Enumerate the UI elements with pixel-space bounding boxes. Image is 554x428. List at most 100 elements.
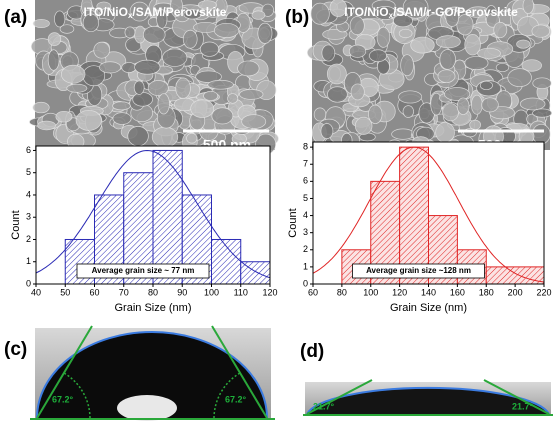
annotation-box [76, 263, 210, 279]
grain [398, 28, 413, 39]
panel-label: (c) [4, 339, 27, 360]
grain [183, 9, 202, 20]
y-tick-label: 0 [26, 278, 31, 288]
y-tick-label: 4 [303, 210, 308, 220]
droplet [37, 332, 267, 418]
grain [481, 97, 499, 113]
grain [195, 70, 222, 83]
grain [182, 29, 198, 49]
grain [400, 54, 414, 77]
grain [507, 68, 532, 88]
y-tick-label: 7 [303, 159, 308, 169]
angle-arc [63, 372, 91, 419]
grain [516, 39, 531, 49]
x-tick-label: 200 [508, 287, 523, 297]
grain [531, 24, 550, 38]
sample-label: ITO/NiOx/SAM/r-GO/Perovskite [344, 5, 518, 20]
grain [313, 107, 327, 122]
grain [320, 123, 334, 139]
fit-curve [35, 149, 271, 279]
reflection [117, 395, 177, 421]
grain [435, 35, 461, 49]
y-tick-label: 5 [303, 193, 308, 203]
grain [310, 2, 330, 25]
grain [369, 49, 387, 63]
grain [37, 120, 56, 131]
sample-part: x [389, 11, 394, 20]
angle-label: 67.2° [225, 394, 247, 404]
grain [329, 0, 347, 17]
grain [203, 90, 219, 101]
grain [435, 122, 455, 143]
grain [456, 14, 474, 36]
annotation: Average grain size ~128 nm [366, 266, 471, 275]
grain [66, 83, 88, 93]
y-tick-label: 6 [303, 176, 308, 186]
sample-part: x [128, 11, 133, 20]
grain [151, 126, 179, 148]
x-tick-label: 120 [392, 287, 407, 297]
grain [495, 62, 510, 73]
sample-part: ITO/NiO [344, 5, 388, 19]
grain [464, 34, 481, 56]
annotation: Average grain size ~ 77 nm [92, 266, 195, 275]
grain [47, 32, 62, 47]
grain [261, 3, 274, 17]
grain [439, 49, 456, 70]
grain [121, 62, 137, 73]
annotation-box [352, 263, 485, 279]
y-axis-label: Count [10, 210, 22, 239]
grain [349, 16, 365, 36]
grain [199, 41, 220, 57]
tangent [306, 379, 373, 415]
x-tick-label: 180 [479, 287, 494, 297]
grain [99, 61, 122, 74]
grain [437, 69, 456, 83]
grain [522, 0, 534, 14]
grain [442, 103, 459, 122]
x-tick-label: 90 [177, 287, 187, 297]
grain [445, 8, 460, 27]
tangent [211, 325, 268, 419]
grain [82, 13, 100, 33]
x-axis-label: Grain Size (nm) [390, 302, 467, 314]
x-tick-label: 40 [31, 287, 41, 297]
grain [112, 101, 131, 111]
grain [532, 123, 551, 145]
sample-part: /SAM/Perovskite [132, 5, 226, 19]
grain [493, 21, 508, 38]
grain [479, 80, 493, 91]
angle-label: 21.7° [313, 401, 335, 411]
grain [327, 86, 348, 103]
x-axis-label: Grain Size (nm) [114, 302, 191, 314]
y-tick-label: 1 [26, 256, 31, 266]
grain [410, 36, 435, 54]
x-tick-label: 80 [148, 287, 158, 297]
x-tick-label: 120 [262, 287, 277, 297]
angle-label: 67.2° [52, 394, 74, 404]
grain [142, 25, 166, 44]
tangent [36, 325, 93, 419]
y-tick-label: 0 [303, 278, 308, 288]
grain [376, 26, 391, 48]
grain [374, 6, 397, 20]
y-tick-label: 2 [303, 244, 308, 254]
x-tick-label: 60 [308, 287, 318, 297]
grain [190, 99, 215, 118]
grain [75, 109, 102, 131]
sample-part: ITO/NiO [84, 5, 128, 19]
grain [350, 83, 365, 101]
fit-curve [312, 146, 545, 283]
grain [227, 93, 239, 104]
y-tick-label: 6 [26, 145, 31, 155]
sample-label: ITO/NiOx/SAM/Perovskite [84, 5, 227, 20]
grain [32, 101, 50, 114]
grain [391, 128, 415, 140]
angle-arc [213, 372, 241, 419]
grain [197, 0, 217, 10]
grain [59, 24, 75, 34]
grain [398, 90, 423, 104]
